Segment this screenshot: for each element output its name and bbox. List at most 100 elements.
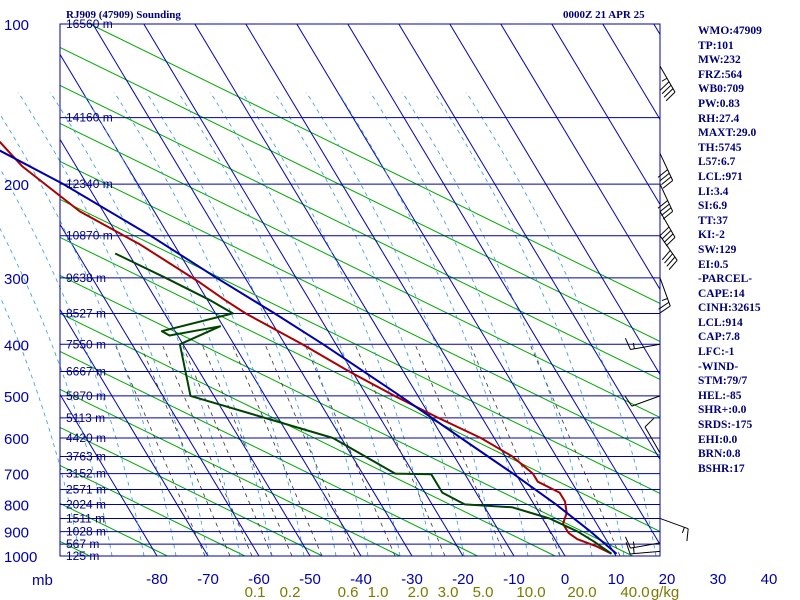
wind-barb bbox=[624, 338, 661, 350]
wind-barb bbox=[657, 183, 674, 220]
barb-staff bbox=[630, 343, 661, 350]
barb-staff bbox=[631, 395, 661, 407]
barb-full bbox=[663, 233, 674, 243]
height-label: 16560 m bbox=[66, 17, 113, 31]
mixing-ratio-label: 2.0 bbox=[408, 584, 429, 600]
wind-barb bbox=[625, 542, 661, 555]
barb-full bbox=[624, 338, 631, 350]
barb-full bbox=[665, 91, 676, 102]
barb-full bbox=[659, 305, 671, 314]
height-label: 10870 m bbox=[66, 229, 113, 243]
temperature-tick-label: 30 bbox=[710, 571, 727, 588]
temperature-tick-label: -60 bbox=[248, 571, 270, 588]
barb-half bbox=[661, 77, 668, 82]
barb-full bbox=[659, 203, 670, 213]
isotherm bbox=[653, 23, 661, 35]
isotherm bbox=[449, 23, 661, 375]
mixing-ratio-label: 0.1 bbox=[245, 584, 266, 600]
sounding-index: MW:232 bbox=[698, 54, 741, 67]
mixing-ratio-label: 0.6 bbox=[338, 584, 359, 600]
sounding-time: 0000Z 21 APR 25 bbox=[563, 9, 645, 21]
moist-adiabat bbox=[113, 91, 305, 557]
sounding-index: KI:-2 bbox=[698, 229, 725, 242]
dry-adiabat-lines bbox=[59, 23, 661, 557]
wind-barb bbox=[659, 211, 676, 247]
dry-adiabat bbox=[59, 274, 633, 557]
mixing-ratio-line bbox=[161, 344, 253, 557]
barb-full bbox=[661, 176, 672, 186]
wind-barb bbox=[624, 395, 661, 407]
height-label: 12340 m bbox=[66, 177, 113, 191]
height-label: 1511 m bbox=[66, 511, 105, 525]
isotherm bbox=[602, 23, 661, 120]
moist-adiabat bbox=[273, 91, 465, 557]
moist-adiabat bbox=[401, 91, 593, 557]
sounding-index: -WIND- bbox=[698, 360, 739, 373]
height-label: 2571 m bbox=[66, 483, 106, 497]
isotherm bbox=[551, 23, 661, 205]
dry-adiabat bbox=[59, 350, 478, 557]
barb-full bbox=[624, 395, 633, 407]
barb-staff bbox=[659, 153, 674, 181]
moist-adiabat bbox=[0, 227, 113, 557]
dry-adiabat bbox=[59, 312, 556, 557]
moist-adiabat bbox=[241, 91, 433, 557]
barb-full bbox=[625, 542, 631, 555]
isotherm bbox=[296, 23, 617, 557]
isotherm bbox=[245, 23, 566, 557]
height-label: 2024 m bbox=[66, 497, 106, 511]
isotherm bbox=[143, 23, 464, 557]
pressure-tick-label: 1000 bbox=[4, 549, 37, 566]
pressure-tick-label: 500 bbox=[4, 389, 29, 406]
moist-adiabat bbox=[0, 113, 177, 557]
sounding-index: WMO:47909 bbox=[698, 25, 762, 37]
mixing-ratio-line bbox=[354, 344, 446, 557]
sounding-trace-2 bbox=[114, 252, 613, 555]
barb-full bbox=[662, 180, 673, 189]
sounding-index: SHR+:0.0 bbox=[698, 404, 747, 417]
sounding-index: BRN:0.8 bbox=[698, 448, 741, 461]
mixing-ratio-line bbox=[469, 344, 561, 557]
barb-full bbox=[662, 210, 673, 220]
barb-full bbox=[664, 253, 673, 264]
temperature-tick-label: -20 bbox=[452, 571, 474, 588]
moist-adiabat-lines bbox=[0, 91, 657, 557]
pressure-tick-label: 400 bbox=[4, 337, 29, 354]
height-label: 6667 m bbox=[66, 365, 106, 379]
y-axis-label: mb bbox=[32, 572, 53, 589]
pressure-tick-label: 200 bbox=[4, 177, 29, 194]
barb-staff bbox=[659, 517, 689, 530]
mixing-ratio-label: 3.0 bbox=[438, 584, 459, 600]
dry-adiabat bbox=[59, 426, 323, 557]
barb-staff bbox=[659, 211, 676, 238]
sounding-index: LFC:-1 bbox=[698, 346, 735, 359]
barb-staff bbox=[659, 65, 676, 93]
isotherm bbox=[92, 23, 413, 557]
wind-barb bbox=[659, 235, 678, 270]
barb-full bbox=[666, 256, 676, 267]
isotherm bbox=[398, 23, 661, 460]
mixing-ratio-label: 10.0 bbox=[516, 584, 545, 600]
temperature-tick-label: 0 bbox=[561, 571, 569, 588]
station-title: RJ909 (47909) Sounding bbox=[66, 9, 181, 21]
isotherm bbox=[59, 309, 209, 557]
height-label: 567 m bbox=[66, 537, 99, 551]
sounding-index: LCL:914 bbox=[698, 316, 743, 329]
mixing-ratio-line bbox=[529, 344, 621, 557]
barb-full bbox=[658, 301, 670, 310]
sounding-index: -PARCEL- bbox=[698, 273, 753, 286]
temperature-tick-label: 40 bbox=[761, 571, 778, 588]
mixing-ratio-line bbox=[139, 344, 231, 557]
sounding-index: RH:27.4 bbox=[698, 112, 740, 125]
dry-adiabat bbox=[59, 502, 168, 557]
sounding-index: EHI:0.0 bbox=[698, 433, 738, 446]
temperature-tick-label: 20 bbox=[659, 571, 676, 588]
moist-adiabat bbox=[145, 91, 337, 557]
sounding-index: CAPE:14 bbox=[698, 287, 745, 300]
barb-staff bbox=[644, 426, 661, 454]
wind-barb bbox=[644, 417, 661, 454]
pressure-tick-label: 600 bbox=[4, 431, 29, 448]
mixing-ratio-line bbox=[114, 344, 206, 557]
dry-adiabat bbox=[59, 122, 661, 418]
wind-barb bbox=[659, 65, 676, 102]
